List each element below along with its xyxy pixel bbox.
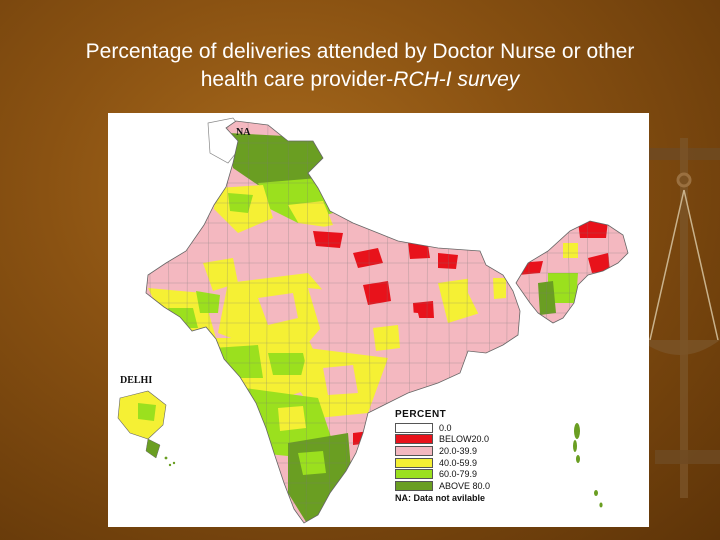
legend-label: 40.0-59.9: [439, 457, 478, 468]
title-line-2-text: health care provider-: [200, 68, 394, 91]
lakshadweep-islands: [164, 456, 176, 467]
delhi-inset: [117, 390, 167, 459]
title-line-2-survey: RCH-I survey: [393, 68, 520, 91]
northeast-districts: [516, 221, 628, 323]
map-legend: PERCENT 0.0 BELOW20.0 20.0-39.9 40.0-59.9 60…: [395, 409, 555, 503]
legend-swatch: [395, 445, 433, 456]
legend-item: ABOVE 80.0: [395, 480, 555, 492]
legend-swatch: [395, 434, 433, 445]
legend-item: 40.0-59.9: [395, 457, 555, 469]
legend-item: 60.0-79.9: [395, 468, 555, 480]
legend-heading: PERCENT: [395, 409, 447, 420]
mainland-outline: [145, 120, 521, 524]
legend-label: 20.0-39.9: [439, 445, 478, 456]
legend-label: BELOW20.0: [439, 434, 490, 445]
legend-item: BELOW20.0: [395, 434, 555, 446]
legend-note: NA: Data not avilable: [395, 492, 486, 503]
justice-scale-icon: [640, 138, 720, 498]
na-label: NA: [236, 127, 251, 138]
legend-label: 60.0-79.9: [439, 469, 478, 480]
india-map-panel: NA DELHI PERCENT 0.0 BELOW20.0 20.0-39.9 40…: [108, 113, 649, 527]
legend-items: 0.0 BELOW20.0 20.0-39.9 40.0-59.9 60.0-79.9 A…: [395, 422, 555, 492]
legend-swatch: [395, 469, 433, 480]
title-line-2: health care provider-RCH-I survey: [0, 66, 720, 94]
mainland-districts: [146, 121, 520, 523]
india-choropleth-map: [117, 117, 629, 524]
legend-item: 20.0-39.9: [395, 445, 555, 457]
andaman-islands: [573, 423, 603, 508]
legend-swatch: [395, 480, 433, 491]
title-line-1: Percentage of deliveries attended by Doc…: [85, 40, 635, 63]
legend-swatch: [395, 457, 433, 468]
slide-title: Percentage of deliveries attended by Doc…: [0, 38, 720, 94]
delhi-label: DELHI: [120, 375, 153, 386]
legend-swatch: [395, 422, 433, 433]
legend-label: ABOVE 80.0: [439, 480, 491, 491]
legend-item: 0.0: [395, 422, 555, 434]
legend-label: 0.0: [439, 422, 452, 433]
